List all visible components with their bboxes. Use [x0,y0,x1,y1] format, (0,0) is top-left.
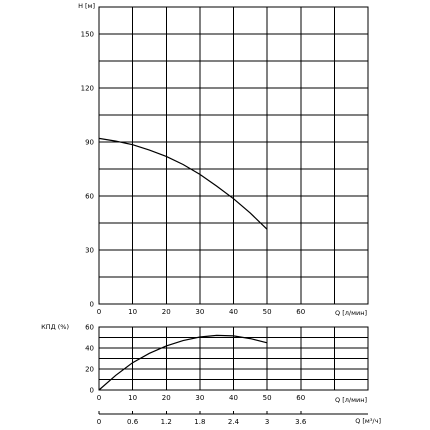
efficiency-panel: 0 20 40 60 0 10 20 30 40 50 60 КПД (%) Q [л/мин] [41,323,369,404]
efficiency-y-axis-title: КПД (%) [41,323,69,331]
efficiency-y-tick-label: 20 [85,366,94,374]
efficiency-y-tick-label: 0 [90,387,94,395]
head-y-tick-label: 30 [85,247,94,255]
head-y-axis-title: H [м] [78,2,95,10]
head-y-tick-label: 90 [85,139,94,147]
head-x-axis-title: Q [л/мин] [335,309,367,317]
head-x-tick-label: 50 [263,308,272,316]
secondary-axis-tick-label: 1.2 [161,418,172,426]
secondary-axis-title: Q [м³/ч] [355,417,381,425]
efficiency-y-tick-label: 40 [85,345,94,353]
head-y-tick-label: 60 [85,193,94,201]
efficiency-x-tick-label: 30 [195,394,204,402]
efficiency-x-tick-label: 0 [97,394,101,402]
head-x-tick-label: 20 [162,308,171,316]
secondary-axis-tick-label: 1.8 [194,418,205,426]
secondary-axis-tick-label: 0 [97,418,101,426]
head-y-tick-label: 150 [81,31,94,39]
efficiency-x-tick-label: 50 [263,394,272,402]
head-curve-line [98,137,268,230]
head-y-tick-label: 0 [90,301,94,309]
secondary-axis-group: 0 0.6 1.2 1.8 2.4 3 3.6 Q [м³/ч] [97,411,381,426]
head-y-tick-label: 120 [81,85,94,93]
efficiency-x-tick-label: 60 [296,394,305,402]
efficiency-x-axis-title: Q [л/мин] [335,396,367,404]
efficiency-y-tick-label: 60 [85,324,94,332]
head-x-tick-label: 10 [128,308,137,316]
secondary-axis-tick-label: 3 [265,418,269,426]
head-x-tick-label: 60 [296,308,305,316]
efficiency-x-tick-label: 40 [229,394,238,402]
head-frame [98,6,369,305]
head-x-tick-label: 0 [97,308,101,316]
head-x-tick-label: 30 [195,308,204,316]
efficiency-frame [98,326,369,391]
head-x-tick-label: 40 [229,308,238,316]
efficiency-x-tick-label: 10 [128,394,137,402]
secondary-axis-tick-label: 3.6 [295,418,307,426]
efficiency-curve-line [98,334,268,391]
head-panel: 0 30 60 90 120 150 0 10 20 30 40 50 60 H [м] Q [л/мин] [78,2,369,317]
efficiency-x-tick-label: 20 [162,394,171,402]
secondary-axis-tick-label: 0.6 [127,418,139,426]
secondary-axis-tick-label: 2.4 [228,418,240,426]
